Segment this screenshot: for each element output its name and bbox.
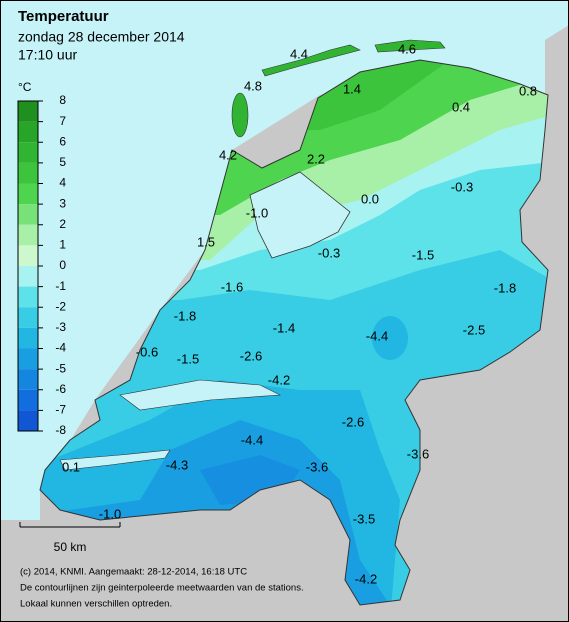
station-value: -1.4 <box>273 320 295 335</box>
footer-line: De contourlijnen zijn geinterpoleerde me… <box>20 583 304 594</box>
station-value: 4.4 <box>290 46 308 61</box>
footer-line: (c) 2014, KNMI. Aangemaakt: 28-12-2014, … <box>20 567 247 578</box>
station-value: 4.2 <box>219 147 237 162</box>
estuary <box>59 449 171 471</box>
station-value: 4.6 <box>398 41 416 56</box>
station-value: 0.0 <box>361 191 379 206</box>
legend-box <box>18 369 38 390</box>
legend-box <box>18 101 38 122</box>
legend-tick-label: -2 <box>55 299 66 313</box>
legend-tick-label: -6 <box>55 382 66 396</box>
station-value: 4.8 <box>244 78 262 93</box>
legend-tick-label: 1 <box>59 238 66 252</box>
legend-tick-label: 3 <box>59 196 66 210</box>
legend-box <box>18 162 38 184</box>
legend-box <box>18 183 38 205</box>
title: Temperatuur <box>18 8 109 25</box>
legend-tick-label: 0 <box>59 258 66 272</box>
station-value: -1.8 <box>174 308 196 323</box>
legend-box <box>18 348 38 370</box>
legend-box <box>18 389 38 411</box>
legend-box <box>18 327 38 349</box>
legend-tick-label: 8 <box>59 93 66 107</box>
station-value: 1.5 <box>197 234 215 249</box>
time: 17:10 uur <box>18 47 77 63</box>
island <box>374 39 446 53</box>
legend-tick-label: -3 <box>55 320 66 334</box>
band <box>372 316 408 360</box>
station-value: -3.6 <box>407 446 429 461</box>
legend-box <box>18 266 38 287</box>
station-value: -4.4 <box>241 432 263 447</box>
station-value: -4.4 <box>366 328 388 343</box>
island <box>231 92 249 138</box>
station-value: -1.5 <box>177 351 199 366</box>
station-value: -1.0 <box>246 205 268 220</box>
border <box>39 59 549 606</box>
legend-tick-label: -7 <box>55 403 66 417</box>
legend-box <box>18 204 38 225</box>
station-value: -1.8 <box>494 280 516 295</box>
legend-tick-label: -8 <box>55 423 66 437</box>
legend-tick-label: 7 <box>59 114 66 128</box>
legend-box <box>18 245 38 266</box>
legend-box <box>18 121 38 143</box>
legend: 8 7 6 5 4 3 2 1 0 -1 -2 -3 -4 -5 -6 -7 -8 <box>17 93 66 437</box>
legend-box <box>18 142 38 163</box>
legend-box <box>18 286 38 308</box>
scale-label: 50 km <box>54 540 87 554</box>
legend-box <box>18 410 38 431</box>
legend-tick-label: 2 <box>59 217 66 231</box>
legend-box <box>18 307 38 328</box>
station-value: -3.5 <box>353 511 375 526</box>
station-value: -4.2 <box>355 571 377 586</box>
station-value: -1.0 <box>99 506 121 521</box>
station-value: 2.2 <box>307 151 325 166</box>
station-value: -4.3 <box>166 457 188 472</box>
ijsselmeer <box>249 171 351 259</box>
footer: (c) 2014, KNMI. Aangemaakt: 28-12-2014, … <box>20 567 304 610</box>
station-value: 1.4 <box>343 81 361 96</box>
station-value: -1.6 <box>221 279 243 294</box>
sea <box>0 0 569 520</box>
island <box>261 44 361 77</box>
legend-tick-label: 4 <box>59 176 66 190</box>
legend-unit: °C <box>18 80 32 94</box>
station-value: -2.5 <box>463 322 485 337</box>
legend-tick-label: 5 <box>59 155 66 169</box>
station-value: -3.6 <box>306 459 328 474</box>
station-value: 0.8 <box>519 83 537 98</box>
station-value: 0.1 <box>62 459 80 474</box>
legend-box <box>18 224 38 246</box>
station-value: 0.4 <box>452 99 470 114</box>
legend-tick-label: -4 <box>55 341 66 355</box>
date: zondag 28 december 2014 <box>18 29 185 45</box>
station-value: -0.3 <box>451 179 473 194</box>
station-value: -2.6 <box>240 348 262 363</box>
station-value: -4.2 <box>268 372 290 387</box>
legend-tick-label: 6 <box>59 134 66 148</box>
station-value: -2.6 <box>342 414 364 429</box>
legend-tick-label: -5 <box>55 361 66 375</box>
footer-line: Lokaal kunnen verschillen optreden. <box>20 599 172 610</box>
station-value: -1.5 <box>412 247 434 262</box>
legend-tick-label: -1 <box>55 279 66 293</box>
station-value: -0.6 <box>136 344 158 359</box>
station-labels: 4.4 4.6 4.8 1.4 0.4 0.8 4.2 2.2 0.0 -0.3 -1.0 1.5 -0… <box>62 41 537 586</box>
station-value: -0.3 <box>318 245 340 260</box>
estuary <box>119 379 282 411</box>
